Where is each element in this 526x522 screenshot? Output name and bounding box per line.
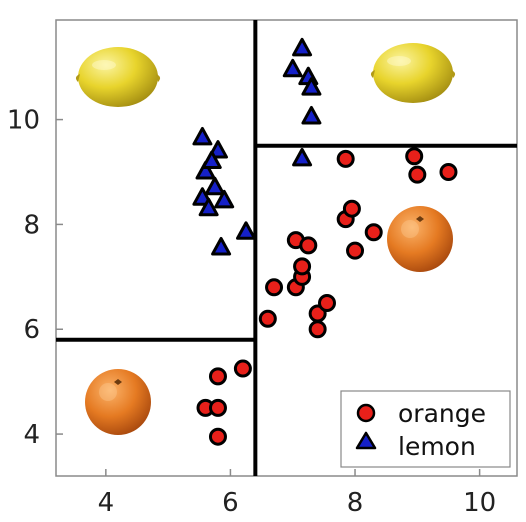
y-tick-label: 6	[23, 315, 40, 345]
lemon-point	[236, 221, 257, 240]
lemon-point	[301, 77, 322, 96]
lemon-point	[201, 150, 222, 170]
legend-lemon-marker	[355, 431, 377, 450]
orange-point	[317, 294, 336, 313]
legend-orange-marker	[356, 403, 376, 423]
orange-point	[299, 236, 318, 255]
y-tick-label: 10	[7, 106, 40, 136]
lemon-point	[204, 176, 225, 196]
orange-point	[364, 223, 383, 242]
legend: orange lemon	[340, 390, 511, 468]
x-tick-label: 4	[98, 488, 115, 518]
orange-point	[208, 367, 227, 386]
lemon-point	[211, 237, 232, 256]
orange-point	[265, 278, 284, 297]
orange-point	[258, 309, 277, 328]
x-tick-label: 8	[347, 488, 364, 518]
lemon-point	[198, 197, 219, 217]
lemon-image	[75, 47, 161, 107]
orange-point	[405, 147, 424, 166]
x-tick-label: 6	[222, 488, 239, 518]
orange-point	[293, 257, 312, 276]
lemon-point	[301, 105, 322, 125]
lemon-point	[292, 37, 313, 57]
y-tick-label: 8	[23, 210, 40, 240]
decision-boundaries	[56, 20, 517, 476]
orange-point	[439, 163, 458, 181]
axis-ticks: 4 6 8 10 4 6 8 10	[7, 106, 496, 518]
lemon-point	[192, 126, 213, 146]
lemon-point	[292, 147, 313, 167]
orange-image	[85, 369, 151, 435]
lemon-point	[195, 161, 216, 180]
orange-point	[308, 320, 327, 339]
lemon-point	[214, 189, 235, 209]
data-points	[192, 37, 458, 446]
legend-lemon-label: lemon	[398, 432, 476, 461]
x-tick-label: 10	[463, 488, 496, 518]
orange-point	[336, 149, 355, 168]
y-tick-label: 4	[23, 420, 40, 450]
lemon-image	[370, 43, 456, 103]
orange-point	[342, 199, 361, 218]
orange-point	[346, 241, 365, 260]
fruit-images	[75, 43, 456, 435]
orange-point	[233, 359, 252, 378]
legend-box	[340, 390, 511, 468]
orange-point	[408, 165, 427, 184]
orange-image	[387, 206, 453, 272]
orange-point	[208, 427, 227, 446]
orange-point	[208, 398, 227, 417]
lemon-point	[282, 58, 303, 78]
legend-orange-label: orange	[398, 399, 486, 428]
